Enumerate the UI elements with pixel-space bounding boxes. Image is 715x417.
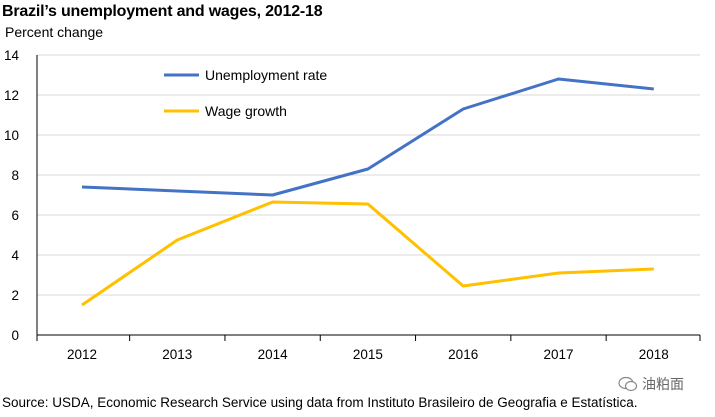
y-tick-4: 4 <box>11 248 19 263</box>
y-tick-14: 14 <box>4 48 20 63</box>
x-tick-2015: 2015 <box>353 347 383 362</box>
x-tick-labels: 2012 2013 2014 2015 2016 2017 2018 <box>67 347 669 362</box>
x-tick-2016: 2016 <box>448 347 478 362</box>
legend: Unemployment rate Wage growth <box>164 67 327 119</box>
y-tick-2: 2 <box>11 288 19 303</box>
gridlines <box>37 54 700 296</box>
y-tick-12: 12 <box>4 88 19 103</box>
legend-label-unemployment-rate: Unemployment rate <box>205 67 327 83</box>
series-line-unemployment-rate <box>81 77 654 197</box>
chart-title: Brazil’s unemployment and wages, 2012-18 <box>2 3 323 20</box>
y-tick-8: 8 <box>11 168 19 183</box>
wechat-icon <box>618 376 638 392</box>
y-tick-0: 0 <box>11 328 19 343</box>
y-tick-10: 10 <box>4 128 19 143</box>
y-tick-labels: 0 2 4 6 8 10 12 14 <box>4 48 20 343</box>
source-note: Source: USDA, Economic Research Service … <box>2 395 638 410</box>
y-tick-6: 6 <box>11 208 19 223</box>
x-tick-2014: 2014 <box>258 347 289 362</box>
x-tick-2018: 2018 <box>639 347 669 362</box>
y-axis-label: Percent change <box>5 24 104 40</box>
series-line-wage-growth <box>81 200 654 307</box>
x-tick-2017: 2017 <box>543 347 573 362</box>
watermark: 油粕面 <box>618 374 684 394</box>
watermark-text: 油粕面 <box>642 376 684 392</box>
series-lines <box>81 77 654 307</box>
legend-label-wage-growth: Wage growth <box>205 103 287 119</box>
axes <box>36 55 701 341</box>
x-tick-2013: 2013 <box>162 347 192 362</box>
x-tick-2012: 2012 <box>67 347 97 362</box>
